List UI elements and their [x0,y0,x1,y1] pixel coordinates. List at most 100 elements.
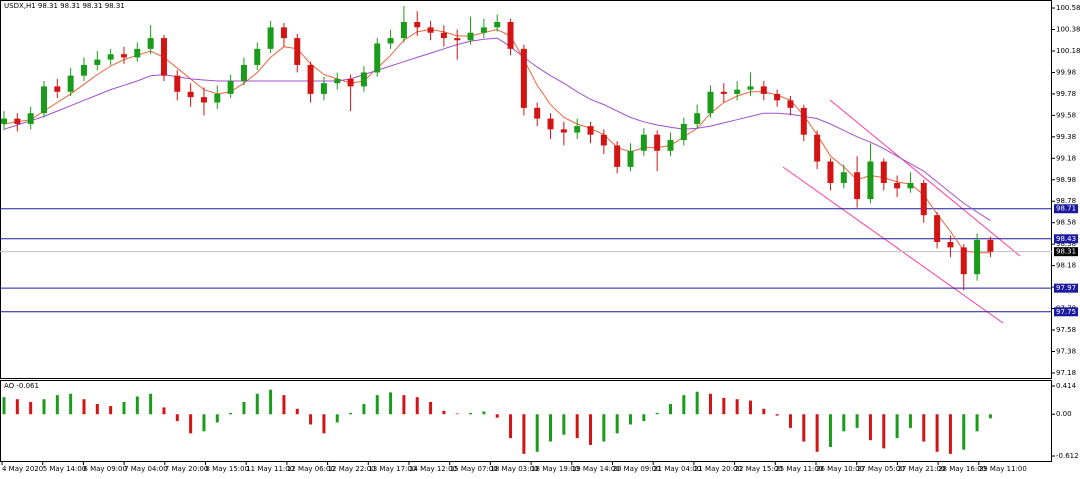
y-tick-label: 99.78 [1056,90,1076,98]
y-tick-label: 100.18 [1056,47,1080,55]
candle-body [107,54,114,60]
candle-body [720,91,727,94]
x-tick-label: 25 May 11:00 [775,465,823,473]
candle-body [894,182,901,189]
candle-body [480,27,487,33]
candle-body [734,89,741,94]
price-level-label: 97.97 [1056,284,1076,292]
x-tick-label: 21 May 20:00 [694,465,742,473]
candle-body [494,22,501,28]
candle-body [307,64,314,94]
y-tick-label: 98.38 [1056,240,1076,248]
ao-panel-frame [0,380,1052,462]
x-tick-label: 14 May 12:00 [409,465,457,473]
x-tick-label: 5 May 14:00 [43,465,87,473]
candle-body [880,161,887,183]
candle-body [827,161,834,183]
y-tick-label: 99.18 [1056,154,1076,162]
x-tick-label: 26 May 10:00 [816,465,864,473]
candle-body [854,172,861,200]
candle-body [947,242,954,248]
y-tick-label: 0.00 [1056,410,1072,418]
candle-body [427,27,434,33]
candle-body [600,134,607,146]
candle-body [840,172,847,183]
y-tick-label: 99.98 [1056,68,1076,76]
y-tick-label: 98.98 [1056,176,1076,184]
candle-body [560,129,567,133]
candle-body [454,38,461,41]
x-tick-label: 13 May 17:00 [368,465,416,473]
candle-body [67,75,74,92]
candle-body [680,123,687,141]
x-tick-label: 12 May 06:00 [287,465,335,473]
price-level-label: 98.43 [1056,235,1076,243]
y-tick-label: 97.38 [1056,347,1076,355]
y-tick-label: 100.38 [1056,26,1080,34]
candle-body [440,32,447,39]
candle-body [120,54,127,58]
candle-body [374,43,381,73]
x-tick-label: 29 May 11:00 [979,465,1027,473]
candle-body [160,38,167,76]
candle-body [654,134,661,151]
y-tick-label: 99.58 [1056,111,1076,119]
candle-body [27,113,34,124]
candle-body [400,22,407,39]
candle-body [360,72,367,87]
candle-body [134,48,141,58]
price-level-box [1054,204,1078,214]
price-level-box [1054,234,1078,244]
x-tick-label: 7 May 20:00 [165,465,209,473]
candle-body [800,107,807,135]
y-tick-label: 99.38 [1056,133,1076,141]
candle-body [934,215,941,243]
y-tick-label: 98.18 [1056,262,1076,270]
candle-body [520,48,527,108]
candle-body [614,145,621,167]
price-panel-frame [0,0,1052,379]
candle-body [960,247,967,275]
price-level-box [1054,283,1078,293]
candle-body [920,182,927,216]
upper-trendline [829,99,1021,257]
candle-body [667,140,674,151]
x-tick-label: 28 May 16:00 [938,465,986,473]
x-tick-label: 6 May 09:00 [83,465,127,473]
y-tick-label: 98.78 [1056,197,1076,205]
candle-body [787,100,794,108]
ao-title: AO -0.061 [4,382,39,390]
y-tick-label: -0.612 [1056,452,1079,460]
candle-body [227,81,234,94]
candle-body [907,182,914,189]
candle-body [240,64,247,82]
candle-body [507,22,514,49]
candle-body [347,78,354,87]
x-tick-label: 11 May 11:00 [246,465,294,473]
x-tick-label: 20 May 09:00 [613,465,661,473]
candle-body [747,86,754,90]
candle-body [574,126,581,133]
x-tick-label: 15 May 07:00 [450,465,498,473]
candle-body [814,134,821,162]
candle-body [640,134,647,151]
candle-body [334,78,341,84]
candle-body [534,107,541,119]
candle-body [200,97,207,103]
price-level-label: 98.71 [1056,205,1076,213]
lower-trendline [782,166,1004,324]
candle-body [987,239,994,252]
candle-body [280,27,287,39]
y-tick-label: 97.58 [1056,326,1076,334]
y-tick-label: 98.58 [1056,219,1076,227]
candle-body [760,86,767,94]
y-tick-label: 97.18 [1056,369,1076,377]
moving-average [3,37,991,222]
moving-average [3,28,991,254]
candle-body [187,91,194,98]
current-price-label: 98.31 [1056,248,1076,256]
candle-body [320,83,327,94]
candle-body [147,38,154,49]
